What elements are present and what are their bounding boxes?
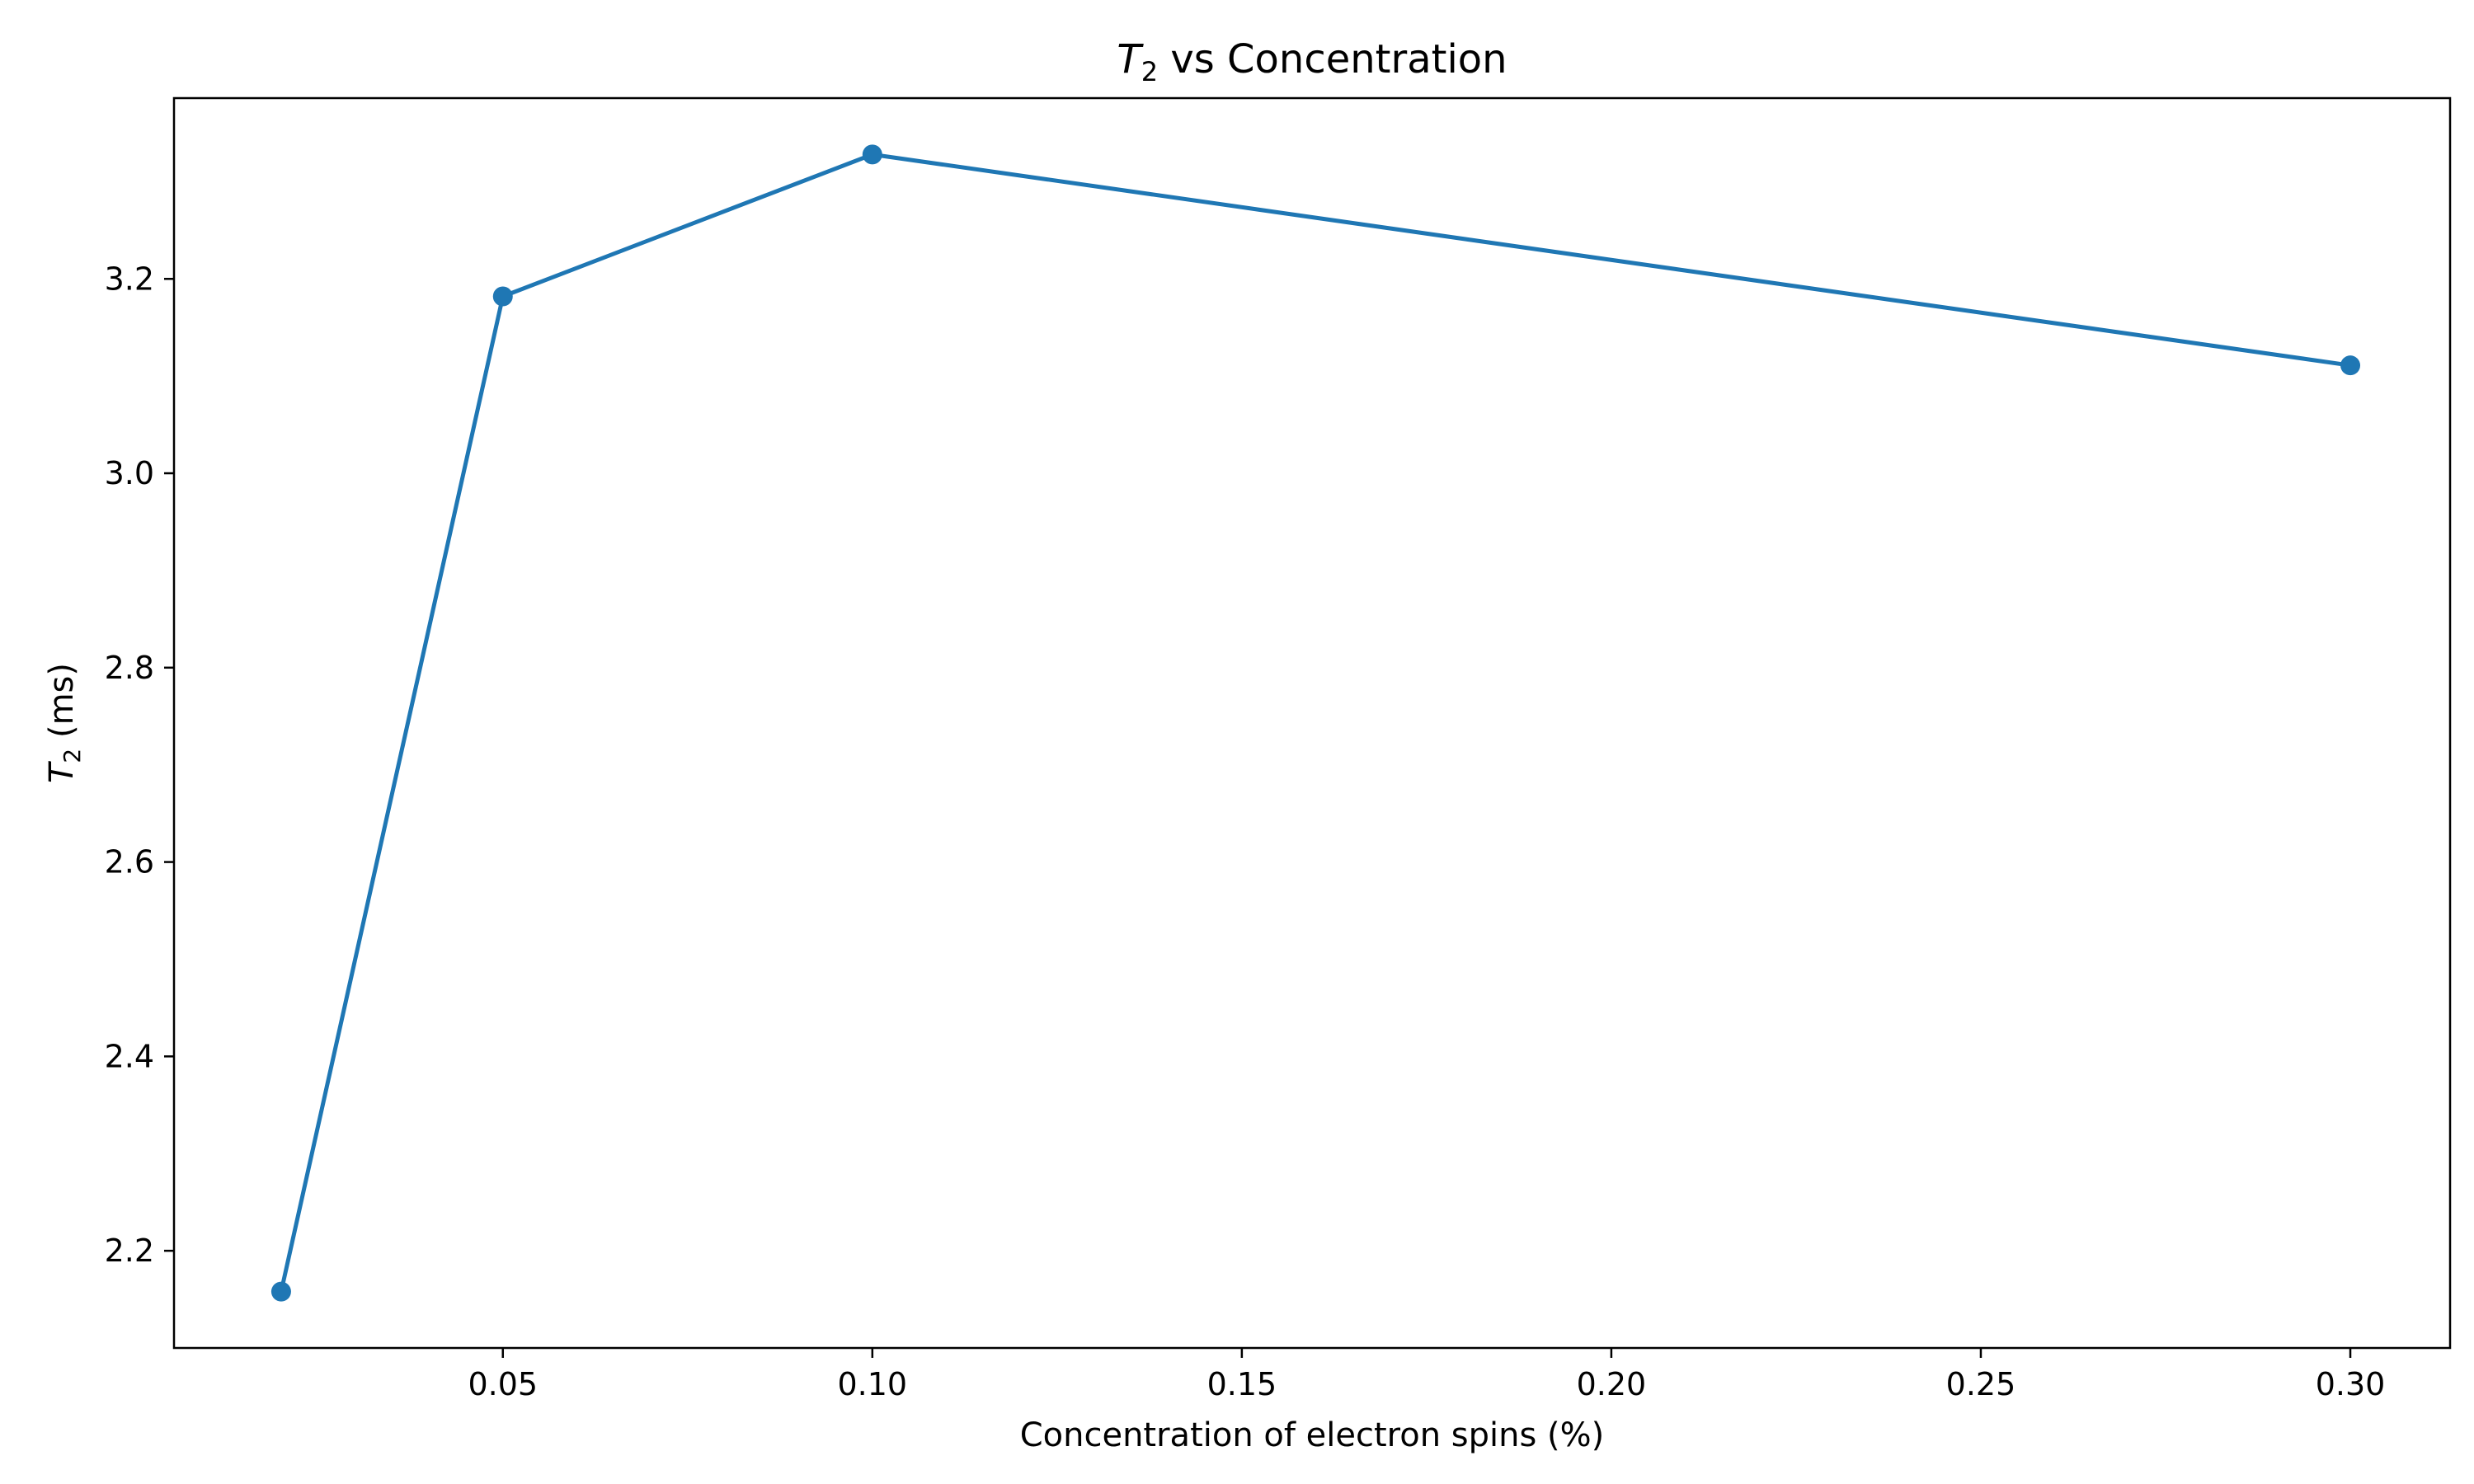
data-point: [862, 144, 882, 165]
chart-title-rest: vs Concentration: [1158, 36, 1507, 82]
x-tick-label: 0.30: [2316, 1366, 2386, 1402]
y-axis-label-rest: (ms): [43, 663, 81, 749]
x-tick-label: 0.20: [1577, 1366, 1647, 1402]
x-tick-label: 0.15: [1207, 1366, 1277, 1402]
y-tick-label: 2.6: [105, 844, 154, 881]
chart-title: T2 vs Concentration: [1117, 36, 1507, 87]
y-tick-label: 2.2: [105, 1233, 154, 1269]
y-tick-label: 3.0: [105, 455, 154, 491]
plot-area: [270, 144, 2361, 1302]
data-point: [270, 1281, 291, 1302]
y-axis-label-subscript: 2: [59, 749, 86, 763]
axes-frame: [172, 96, 2452, 1350]
x-axis-label: Concentration of electron spins (%): [1020, 1416, 1605, 1454]
y-axis-label: T2 (ms): [43, 663, 86, 783]
y-tick-label: 3.2: [105, 261, 154, 297]
data-point: [492, 286, 513, 307]
y-axis-label-symbol: T: [43, 760, 81, 783]
chart-title-subscript: 2: [1141, 56, 1158, 87]
x-tick-label: 0.10: [838, 1366, 908, 1402]
x-tick-label: 0.25: [1946, 1366, 2016, 1402]
y-tick-label: 2.8: [105, 650, 154, 686]
x-tick-label: 0.05: [468, 1366, 538, 1402]
series-line: [279, 152, 2351, 1293]
data-point: [2340, 355, 2361, 376]
y-tick-label: 2.4: [105, 1038, 154, 1074]
chart-title-symbol: T: [1117, 36, 1144, 82]
